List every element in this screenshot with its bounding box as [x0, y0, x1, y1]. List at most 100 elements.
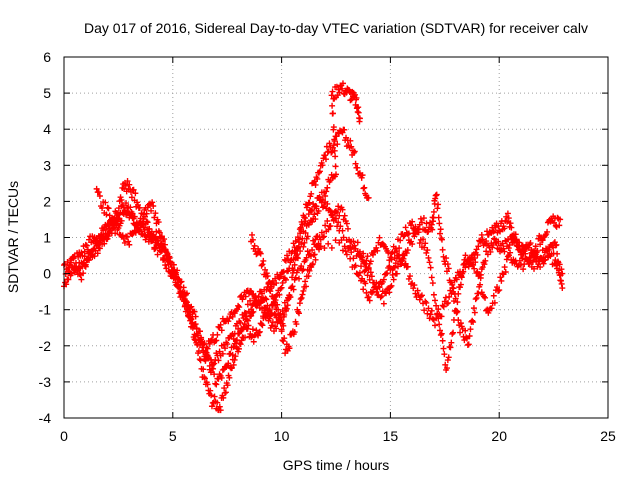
- data-point: [396, 245, 403, 252]
- data-point: [360, 185, 367, 192]
- data-point: [539, 237, 546, 244]
- data-point: [318, 229, 325, 236]
- data-point: [165, 254, 172, 261]
- data-point: [229, 313, 236, 320]
- data-point: [192, 321, 199, 328]
- data-point: [339, 80, 346, 87]
- data-point: [143, 218, 150, 225]
- data-point: [331, 147, 338, 154]
- data-point: [188, 316, 195, 323]
- data-point: [425, 228, 432, 235]
- data-point: [470, 305, 477, 312]
- data-point: [259, 290, 266, 297]
- data-point: [240, 315, 247, 322]
- data-point: [355, 104, 362, 111]
- data-point: [301, 239, 308, 246]
- data-point: [136, 204, 143, 211]
- data-point: [242, 309, 249, 316]
- data-point: [333, 215, 339, 222]
- data-point: [404, 263, 411, 270]
- data-point: [556, 267, 563, 274]
- data-point: [314, 175, 321, 182]
- data-point: [81, 248, 88, 255]
- data-point: [556, 222, 563, 229]
- y-tick-label: 4: [43, 121, 51, 137]
- data-point: [141, 227, 148, 234]
- data-point: [324, 184, 331, 191]
- data-point: [462, 327, 469, 334]
- data-point: [331, 208, 338, 215]
- data-point: [106, 230, 113, 237]
- data-point: [356, 248, 363, 255]
- data-point: [265, 279, 272, 286]
- data-point: [249, 326, 256, 333]
- data-point: [211, 371, 218, 378]
- data-point: [180, 284, 187, 291]
- data-point: [333, 171, 339, 178]
- data-point: [256, 328, 263, 335]
- data-point: [408, 222, 415, 229]
- data-point: [174, 276, 181, 283]
- data-point: [359, 172, 366, 179]
- data-point: [485, 309, 492, 316]
- data-point: [301, 214, 308, 221]
- data-point: [312, 181, 319, 188]
- data-point: [422, 240, 429, 247]
- data-point: [171, 270, 178, 277]
- data-point: [191, 308, 198, 315]
- data-point: [437, 226, 444, 233]
- data-point: [238, 325, 245, 332]
- data-point: [221, 385, 228, 392]
- data-point: [121, 208, 128, 215]
- data-point: [312, 256, 319, 263]
- x-tick-label: 20: [491, 428, 507, 444]
- y-tick-label: -1: [39, 302, 52, 318]
- data-point: [284, 252, 291, 259]
- data-point: [371, 284, 378, 291]
- data-point: [383, 290, 390, 297]
- data-point: [155, 242, 162, 249]
- data-point: [225, 318, 232, 325]
- data-point: [462, 264, 469, 271]
- data-point: [477, 281, 484, 288]
- x-tick-label: 15: [383, 428, 399, 444]
- data-point: [400, 233, 407, 240]
- data-point: [473, 246, 480, 253]
- data-point: [504, 218, 511, 225]
- data-point: [86, 257, 93, 264]
- data-point: [380, 276, 387, 283]
- data-point: [374, 247, 381, 254]
- data-point: [99, 204, 106, 211]
- data-point: [430, 291, 437, 298]
- data-point: [531, 265, 538, 272]
- data-point: [487, 248, 494, 255]
- data-point: [298, 294, 305, 301]
- data-point: [430, 214, 437, 221]
- data-point: [151, 214, 158, 221]
- data-point: [113, 221, 120, 228]
- data-point: [96, 245, 103, 252]
- data-point: [94, 237, 101, 244]
- data-point: [433, 191, 440, 198]
- data-point: [271, 294, 278, 301]
- data-point: [225, 360, 232, 367]
- data-point: [280, 313, 287, 320]
- data-point: [344, 225, 351, 232]
- data-point: [76, 270, 83, 277]
- data-point: [375, 283, 382, 290]
- data-point: [451, 291, 458, 298]
- data-point: [351, 91, 358, 98]
- data-point: [497, 274, 504, 281]
- data-point: [473, 294, 480, 301]
- data-point: [505, 215, 512, 222]
- series-track-4: [93, 185, 566, 355]
- data-point: [257, 250, 264, 257]
- data-point: [105, 205, 112, 212]
- data-point: [259, 322, 266, 329]
- data-point: [520, 250, 527, 257]
- data-point: [367, 269, 374, 276]
- data-point: [212, 380, 219, 387]
- data-point: [479, 236, 486, 243]
- x-tick-label: 5: [169, 428, 177, 444]
- data-point: [389, 266, 396, 273]
